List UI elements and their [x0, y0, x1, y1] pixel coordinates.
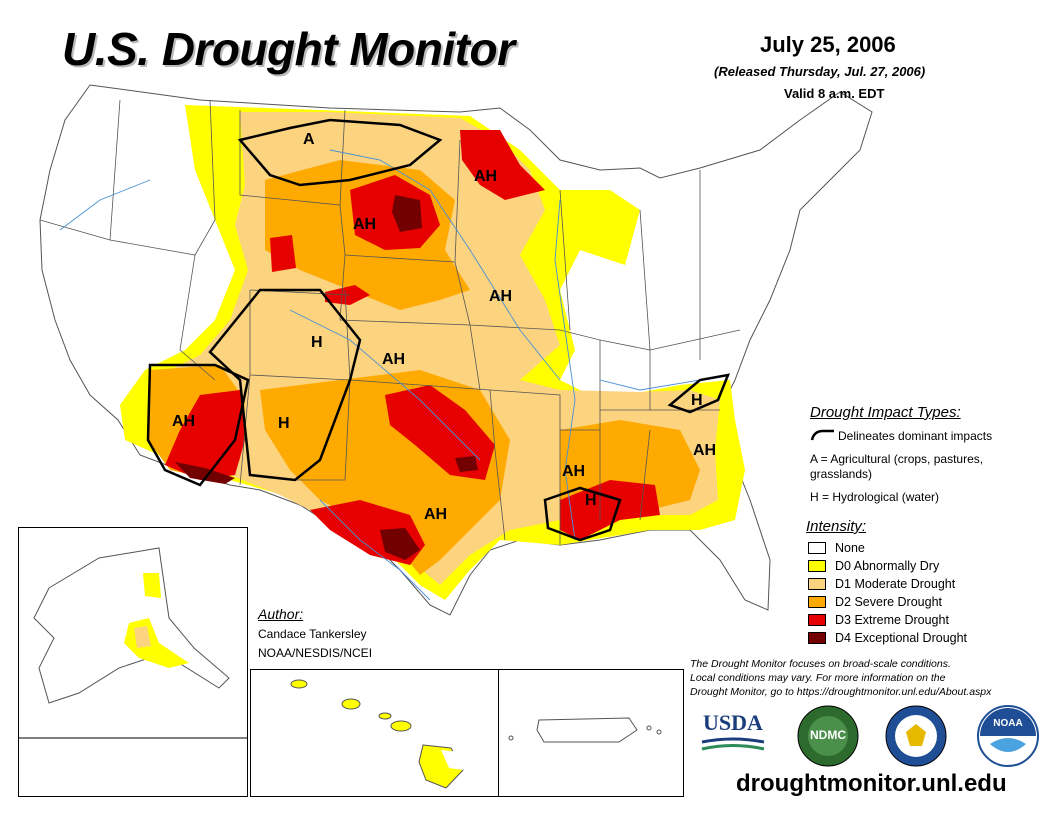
impact-label: A	[303, 131, 315, 148]
ndmc-seal	[797, 705, 859, 767]
intensity-heading: Intensity:	[806, 518, 867, 535]
d4-region-ok	[455, 456, 478, 472]
hawaii-map	[290, 679, 464, 789]
d4-region-az	[175, 462, 235, 484]
note-line-2: Local conditions may vary. For more info…	[690, 672, 946, 684]
impact-label: AH	[693, 442, 716, 459]
puerto-rico-inset	[498, 669, 684, 797]
alaska-inset	[18, 527, 248, 797]
impact-label: AH	[353, 216, 376, 233]
d3-region-mn	[460, 130, 545, 200]
commerce-seal	[884, 704, 948, 768]
intensity-label: D4 Exceptional Drought	[835, 631, 968, 645]
website-url[interactable]: droughtmonitor.unl.edu	[736, 770, 1007, 797]
author-name: Candace Tankersley	[258, 627, 367, 641]
impact-agricultural-cont: grasslands)	[810, 467, 873, 481]
impact-label: H	[585, 492, 597, 509]
noaa-seal	[977, 705, 1039, 767]
impact-label: AH	[474, 168, 497, 185]
intensity-legend-item: D2 Severe Drought	[808, 594, 942, 610]
impact-types-heading: Drought Impact Types:	[810, 404, 961, 421]
valid-time: Valid 8 a.m. EDT	[784, 86, 885, 101]
commerce-seal-icon	[885, 705, 947, 767]
boundary-line-icon	[810, 429, 834, 441]
impact-label: AH	[424, 506, 447, 523]
impact-boundaries	[146, 118, 730, 542]
d3-region-az	[165, 390, 245, 480]
d3-region-ok	[385, 385, 495, 480]
noaa-logo-text: NOAA	[993, 718, 1023, 729]
impact-agricultural: A = Agricultural (crops, pastures,	[810, 452, 984, 466]
rivers	[59, 149, 701, 601]
intensity-label: None	[835, 541, 865, 555]
intensity-swatch	[808, 614, 826, 626]
puerto-rico-map	[508, 717, 662, 743]
impact-hydrological: H = Hydrological (water)	[810, 490, 940, 504]
impact-delineates: Delineates dominant impacts	[838, 429, 993, 443]
impact-labels: A AH AH AH H AH AH H AH AH H H AH	[172, 131, 716, 523]
impact-label: H	[691, 392, 703, 409]
intensity-label: D0 Abnormally Dry	[835, 559, 940, 573]
author-org: NOAA/NESDIS/NCEI	[258, 646, 373, 660]
impact-label: AH	[562, 463, 585, 480]
intensity-swatch	[808, 632, 826, 644]
intensity-swatch	[808, 596, 826, 608]
usda-logo-text: USDA	[703, 710, 763, 735]
d4-region-nd	[392, 195, 422, 232]
intensity-legend-item: D1 Moderate Drought	[808, 576, 955, 592]
ndmc-logo-text: NDMC	[810, 728, 846, 742]
d3-region-la	[560, 480, 660, 540]
d4-region-tx	[380, 528, 420, 560]
intensity-legend-item: D0 Abnormally Dry	[808, 558, 939, 574]
alaska-map	[19, 547, 247, 739]
intensity-swatch	[808, 560, 826, 572]
intensity-label: D1 Moderate Drought	[835, 577, 956, 591]
noaa-logo: NOAA	[976, 704, 1040, 768]
intensity-legend-item: None	[808, 540, 865, 556]
note-line-1: The Drought Monitor focuses on broad-sca…	[690, 658, 951, 670]
hawaii-inset	[250, 669, 500, 797]
intensity-label: D3 Extreme Drought	[835, 613, 949, 627]
intensity-label: D2 Severe Drought	[835, 595, 943, 609]
impact-label: AH	[172, 413, 195, 430]
impact-label: H	[311, 334, 323, 351]
intensity-legend-item: D4 Exceptional Drought	[808, 630, 967, 646]
intensity-legend-item: D3 Extreme Drought	[808, 612, 949, 628]
ndmc-logo: NDMC	[796, 704, 860, 768]
usda-logo: USDA	[700, 710, 766, 758]
impact-label: AH	[382, 351, 405, 368]
release-date: (Released Thursday, Jul. 27, 2006)	[714, 64, 926, 79]
d3-region-wy	[270, 235, 296, 272]
map-date: July 25, 2006	[760, 32, 896, 57]
author-heading: Author:	[258, 606, 304, 622]
note-line-3: Drought Monitor, go to https://droughtmo…	[690, 686, 992, 698]
intensity-swatch	[808, 578, 826, 590]
impact-label: H	[278, 415, 290, 432]
intensity-swatch	[808, 542, 826, 554]
map-title: U.S. Drought Monitor	[62, 23, 515, 75]
usda-swoosh	[701, 737, 765, 751]
impact-label: AH	[489, 288, 512, 305]
